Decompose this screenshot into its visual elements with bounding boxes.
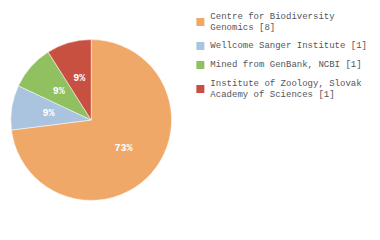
svg-text:Wellcome Sanger Institute [1]: Wellcome Sanger Institute [1] bbox=[210, 41, 367, 51]
svg-text:Academy of Sciences [1]: Academy of Sciences [1] bbox=[210, 90, 334, 100]
svg-text:Centre for Biodiversity: Centre for Biodiversity bbox=[210, 12, 335, 22]
svg-text:9%: 9% bbox=[53, 86, 65, 97]
svg-text:9%: 9% bbox=[73, 73, 85, 84]
svg-text:Mined from GenBank, NCBI [1]: Mined from GenBank, NCBI [1] bbox=[210, 60, 361, 70]
svg-text:73%: 73% bbox=[115, 143, 133, 154]
svg-text:9%: 9% bbox=[43, 108, 55, 119]
svg-text:Institute of Zoology, Slovak: Institute of Zoology, Slovak bbox=[210, 79, 361, 89]
svg-text:Genomics [8]: Genomics [8] bbox=[210, 23, 275, 33]
